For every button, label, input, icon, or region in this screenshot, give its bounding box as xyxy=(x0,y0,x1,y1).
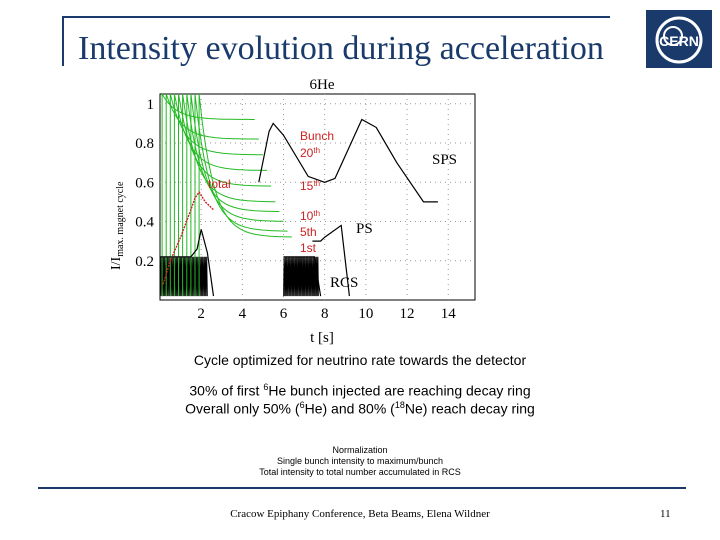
x-tick-label: 12 xyxy=(400,306,415,322)
normalization-note: Normalization Single bunch intensity to … xyxy=(0,445,720,478)
ps-cycle-line xyxy=(312,224,350,297)
y-tick-label: 1 xyxy=(147,97,155,113)
x-tick-labels: 2 4 6 8 10 12 14 xyxy=(197,306,456,322)
footer-divider xyxy=(38,487,686,489)
rcs-cycle-line xyxy=(160,229,215,297)
x-tick-label: 8 xyxy=(321,306,329,322)
bunch-curve xyxy=(173,93,268,297)
title-frame-top xyxy=(62,16,610,18)
normalization-line-1: Single bunch intensity to maximum/bunch xyxy=(276,456,444,466)
y-tick-label: 0.2 xyxy=(135,254,154,270)
rcs-oscillation xyxy=(283,256,319,297)
x-tick-label: 14 xyxy=(441,306,457,322)
rcs-oscillation-band xyxy=(159,256,319,297)
bunch-curve xyxy=(190,93,284,297)
x-tick-label: 4 xyxy=(239,306,247,322)
cern-logo-text: CERN xyxy=(659,33,699,49)
caption: Cycle optimized for neutrino rate toward… xyxy=(193,352,527,368)
svg-text:I/Imax. magnet cycle: I/Imax. magnet cycle xyxy=(109,181,126,270)
title-frame-left xyxy=(62,16,64,66)
rcs-cycle-line xyxy=(283,256,322,297)
bunch-curves xyxy=(161,92,292,297)
label-ps: PS xyxy=(356,221,373,237)
x-axis-label: t [s] xyxy=(310,330,334,346)
y-tick-label: 0.6 xyxy=(135,175,154,191)
bunch-curve xyxy=(194,93,288,297)
label-bunch: Bunch xyxy=(300,129,334,143)
label-10th: 10th xyxy=(300,209,320,223)
x-tick-label: 2 xyxy=(197,306,205,322)
footer-text: Cracow Epiphany Conference, Beta Beams, … xyxy=(230,508,490,520)
y-tick-label: 0.4 xyxy=(135,215,154,231)
bunch-curve xyxy=(182,93,276,297)
y-tick-label: 0.8 xyxy=(135,136,154,152)
plot-frame xyxy=(159,93,476,301)
x-tick-label: 10 xyxy=(358,306,373,322)
bunch-curve xyxy=(198,93,292,297)
y-axis-label: I/Imax. magnet cycle xyxy=(109,181,126,270)
y-tick-labels: 0.2 0.4 0.6 0.8 1 xyxy=(135,97,154,270)
cycle-lines xyxy=(160,118,438,297)
label-total: total xyxy=(208,177,231,191)
label-5th: 5th xyxy=(300,225,317,239)
cern-logo: CERN xyxy=(646,10,712,68)
sps-cycle-line xyxy=(258,118,438,203)
total-intensity-line xyxy=(162,190,214,285)
normalization-heading: Normalization xyxy=(332,445,388,455)
normalization-line-2: Total intensity to total number accumula… xyxy=(259,467,461,477)
label-rcs: RCS xyxy=(330,275,358,291)
rcs-oscillation xyxy=(159,256,208,297)
chart-title: 6He xyxy=(310,77,335,93)
y-axis-label-main: I/I xyxy=(109,256,124,270)
note-line-1: 30% of first 6He bunch injected are reac… xyxy=(189,382,531,399)
label-sps: SPS xyxy=(432,152,457,168)
x-tick-label: 6 xyxy=(280,306,288,322)
intensity-chart: 2 4 6 8 10 12 14 0.2 0.4 0.6 0.8 1 6He I/Imax. mag… xyxy=(109,77,476,346)
note-line-2: Overall only 50% (6He) and 80% (18Ne) re… xyxy=(185,400,535,417)
bunch-curve xyxy=(178,93,272,297)
label-1st: 1st xyxy=(300,241,317,255)
cern-logo-icon: CERN xyxy=(646,10,712,68)
slide-title: Intensity evolution during acceleration xyxy=(78,30,604,67)
label-20th: 20th xyxy=(300,146,320,160)
page-number: 11 xyxy=(660,508,671,520)
y-axis-label-sub: max. magnet cycle xyxy=(115,181,126,257)
bunch-curve xyxy=(186,93,280,297)
label-15th: 15th xyxy=(300,179,320,193)
